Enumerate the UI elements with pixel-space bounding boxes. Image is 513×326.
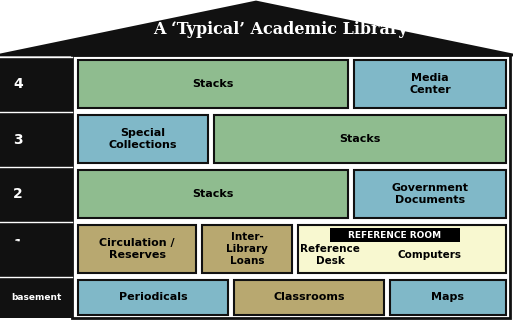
Text: basement: basement (11, 293, 61, 302)
Text: Computers: Computers (398, 250, 462, 260)
Bar (202, 225, 292, 273)
Bar (0, 112, 72, 167)
Text: Media
Center: Media Center (409, 73, 451, 95)
Text: Periodicals: Periodicals (119, 292, 187, 303)
Text: Stacks: Stacks (192, 79, 234, 89)
Polygon shape (0, 2, 513, 55)
Text: 4: 4 (13, 78, 23, 92)
Text: 2: 2 (13, 187, 23, 201)
Bar (0, 57, 72, 112)
Text: Circulation /
Reserves: Circulation / Reserves (99, 238, 175, 260)
Bar (214, 115, 506, 163)
Text: 3: 3 (13, 132, 23, 146)
Text: A ‘Typical’ Academic Library: A ‘Typical’ Academic Library (153, 22, 407, 38)
Bar (354, 60, 506, 108)
Bar (78, 225, 196, 273)
Bar (354, 170, 506, 218)
Text: 1: 1 (14, 238, 23, 251)
Bar (78, 115, 208, 163)
Text: Classrooms: Classrooms (273, 292, 345, 303)
Text: Reference
Desk: Reference Desk (300, 244, 360, 266)
Text: Special
Collections: Special Collections (109, 128, 177, 150)
Bar (330, 228, 460, 242)
Bar (78, 280, 228, 315)
Bar (234, 280, 384, 315)
Text: REFERENCE ROOM: REFERENCE ROOM (348, 230, 442, 240)
Bar (0, 277, 72, 318)
Bar (0, 222, 72, 277)
Bar (390, 280, 506, 315)
Polygon shape (5, 235, 72, 263)
Bar (0, 167, 72, 222)
Text: Inter-
Library
Loans: Inter- Library Loans (226, 232, 268, 266)
Bar (78, 60, 348, 108)
Text: Stacks: Stacks (192, 189, 234, 199)
Text: Maps: Maps (431, 292, 464, 303)
Bar (72, 55, 510, 318)
Bar (78, 170, 348, 218)
Text: Stacks: Stacks (339, 134, 381, 144)
Text: Government
Documents: Government Documents (391, 183, 468, 205)
Bar (298, 225, 506, 273)
Text: entrance: entrance (25, 247, 65, 256)
